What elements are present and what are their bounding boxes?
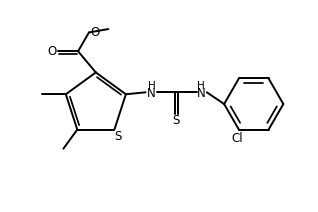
Text: O: O <box>90 26 100 39</box>
Text: N: N <box>147 87 156 100</box>
Text: O: O <box>48 45 57 58</box>
Text: H: H <box>148 81 156 91</box>
Text: Cl: Cl <box>231 132 243 145</box>
Text: S: S <box>115 130 122 143</box>
Text: H: H <box>197 81 205 91</box>
Text: N: N <box>197 87 205 100</box>
Text: S: S <box>173 114 180 127</box>
